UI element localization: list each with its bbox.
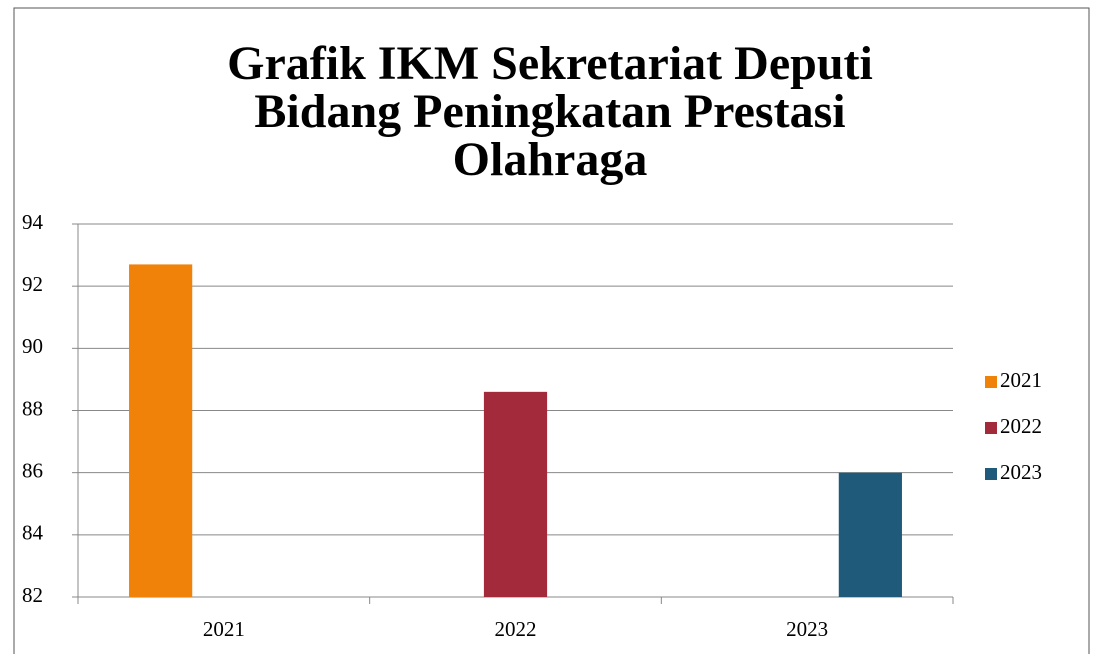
legend-label: 2022 [1000, 414, 1042, 438]
y-tick-label: 82 [22, 583, 43, 607]
bar [129, 264, 193, 597]
x-tick-label: 2023 [786, 617, 828, 641]
y-tick-label: 84 [22, 521, 44, 545]
x-tick-label: 2021 [203, 617, 245, 641]
legend-swatch [985, 422, 997, 434]
y-tick-label: 92 [22, 272, 43, 296]
y-tick-label: 94 [22, 210, 44, 234]
legend-swatch [985, 376, 997, 388]
x-tick-label: 2022 [495, 617, 537, 641]
y-tick-label: 90 [22, 334, 43, 358]
legend-label: 2023 [1000, 460, 1042, 484]
legend-swatch [985, 468, 997, 480]
chart-title: Grafik IKM Sekretariat Deputi Bidang Pen… [227, 37, 873, 186]
bar [483, 391, 548, 597]
bar [838, 472, 902, 597]
legend-label: 2021 [1000, 368, 1042, 392]
y-tick-label: 88 [22, 396, 43, 420]
y-tick-label: 86 [22, 458, 43, 482]
chart-frame [13, 7, 1090, 654]
